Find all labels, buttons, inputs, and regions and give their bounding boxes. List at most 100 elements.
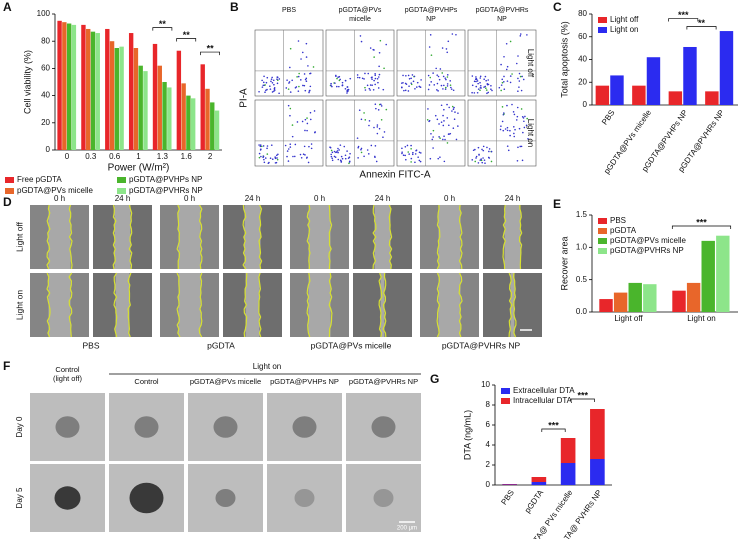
y-tick-label: 0 xyxy=(583,100,588,109)
event-dot xyxy=(265,81,268,84)
event-dot xyxy=(499,128,502,131)
event-dot xyxy=(369,47,372,49)
event-dot xyxy=(411,74,414,76)
y-tick-label: 0 xyxy=(486,480,491,489)
row-label: Light off xyxy=(14,221,24,252)
event-dot xyxy=(517,90,519,93)
column-header: pGDTA@PVHPs xyxy=(405,7,458,14)
event-dot xyxy=(307,65,309,67)
bar xyxy=(119,46,124,150)
event-dot xyxy=(477,162,480,164)
y-axis-label: Total apoptosis (%) xyxy=(559,21,569,98)
event-dot xyxy=(473,80,476,83)
event-dot xyxy=(429,76,432,79)
y-tick-label: 40 xyxy=(578,55,587,64)
event-dot xyxy=(418,151,421,154)
event-dot xyxy=(442,114,444,117)
event-dot xyxy=(475,85,478,88)
x-tick-label: PBS xyxy=(600,108,617,126)
event-dot xyxy=(360,151,363,154)
event-dot xyxy=(479,84,482,87)
event-dot xyxy=(263,158,265,161)
event-dot xyxy=(336,150,339,152)
event-dot xyxy=(511,103,513,106)
significance-label: *** xyxy=(577,390,588,400)
row-label: Light off xyxy=(526,49,535,78)
event-dot xyxy=(527,138,529,140)
event-dot xyxy=(415,86,418,88)
wound-edge xyxy=(68,204,73,270)
significance-bracket xyxy=(686,26,717,30)
event-dot xyxy=(414,87,416,90)
event-dot xyxy=(475,80,477,83)
wound-edge xyxy=(458,272,463,338)
event-dot xyxy=(348,156,351,159)
event-dot xyxy=(449,84,452,86)
event-dot xyxy=(455,138,458,141)
event-dot xyxy=(447,40,450,43)
wound-edge xyxy=(512,272,517,338)
event-dot xyxy=(442,124,445,127)
legend-swatch xyxy=(598,218,607,224)
event-dot xyxy=(445,78,447,81)
significance-bracket xyxy=(671,225,732,229)
event-dot xyxy=(289,107,292,110)
bar xyxy=(705,91,719,105)
event-dot xyxy=(287,148,290,150)
event-dot xyxy=(306,129,308,132)
event-dot xyxy=(420,79,422,81)
event-dot xyxy=(338,149,340,151)
bar xyxy=(672,290,686,312)
event-dot xyxy=(436,89,438,91)
event-dot xyxy=(442,88,444,90)
event-dot xyxy=(378,65,380,68)
event-dot xyxy=(339,144,342,146)
event-dot xyxy=(451,105,454,108)
event-dot xyxy=(266,88,268,91)
panel-letter: E xyxy=(553,197,561,211)
event-dot xyxy=(503,75,505,78)
event-dot xyxy=(337,147,339,150)
event-dot xyxy=(289,146,292,148)
x-tick-label: pGDTA xyxy=(523,488,546,515)
event-dot xyxy=(264,91,266,94)
significance-bracket xyxy=(570,398,595,402)
y-tick-label: 4 xyxy=(486,440,491,449)
event-dot xyxy=(444,77,447,79)
event-dot xyxy=(261,79,263,82)
event-dot xyxy=(266,76,269,79)
event-dot xyxy=(452,127,455,130)
event-dot xyxy=(339,78,341,81)
flow-plot xyxy=(325,99,395,167)
event-dot xyxy=(520,108,523,110)
event-dot xyxy=(337,151,339,154)
event-dot xyxy=(268,161,270,164)
event-dot xyxy=(446,85,449,87)
time-label: 0 h xyxy=(314,194,325,203)
event-dot xyxy=(446,83,449,85)
event-dot xyxy=(405,74,407,77)
event-dot xyxy=(514,128,516,131)
event-dot xyxy=(476,80,479,82)
event-dot xyxy=(404,145,407,148)
event-dot xyxy=(379,103,382,106)
event-dot xyxy=(299,79,302,81)
significance-bracket xyxy=(152,27,173,31)
flow-plot xyxy=(325,29,395,97)
panel-letter: A xyxy=(3,0,12,14)
event-dot xyxy=(443,84,445,87)
event-dot xyxy=(284,144,287,147)
wound-gap xyxy=(380,273,385,337)
event-dot xyxy=(483,86,485,88)
event-dot xyxy=(269,157,272,160)
event-dot xyxy=(488,150,490,153)
event-dot xyxy=(518,72,521,75)
event-dot xyxy=(372,88,375,91)
wound-edge xyxy=(176,272,181,338)
bar xyxy=(57,20,62,150)
wound-gap xyxy=(48,205,71,269)
event-dot xyxy=(413,75,416,78)
significance-label: *** xyxy=(548,420,559,430)
event-dot xyxy=(475,76,477,78)
event-dot xyxy=(289,66,291,69)
